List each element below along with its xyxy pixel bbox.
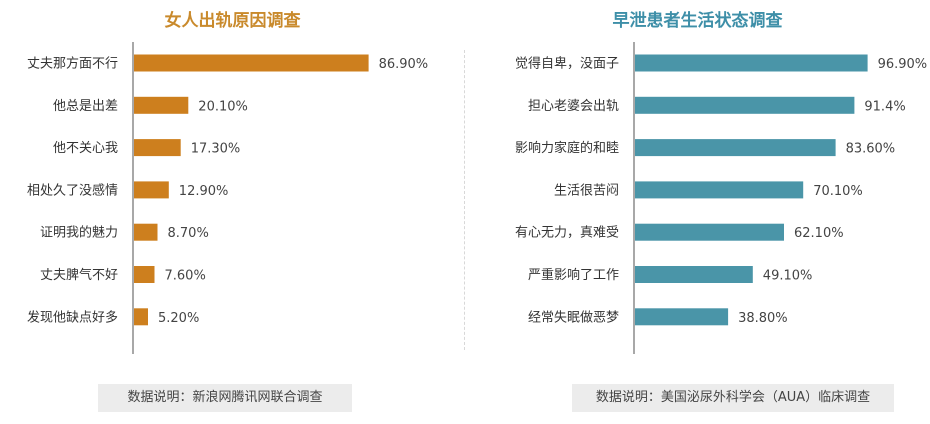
right-value-label: 83.60% [846,142,896,157]
right-bar [635,223,784,241]
left-bar [134,54,369,72]
left-value-label: 86.90% [379,57,429,72]
left-bar [134,96,189,114]
left-value-label: 20.10% [198,99,248,114]
right-category-label: 影响力家庭的和睦 [515,140,619,156]
left-bar [134,181,169,199]
right-bar [635,96,855,114]
left-value-label: 17.30% [191,142,241,157]
right-bar-chart: 觉得自卑，没面子 96.90% 担心老婆会出轨 91.4% 影响力家庭的和睦 83.60%… [515,42,928,354]
left-value-label: 5.20% [158,311,199,326]
right-category-label: 生活很苦闷 [554,182,619,198]
right-bar [635,266,753,283]
right-category-label: 有心无力，真难受 [515,226,619,241]
right-value-label: 91.4% [864,99,905,114]
right-chart-title: 早泄患者生活状态调查 [612,11,783,31]
left-value-label: 12.90% [179,184,229,199]
right-category-label: 经常失眠做恶梦 [528,310,619,325]
left-bar [134,223,158,241]
right-value-label: 62.10% [794,226,844,241]
right-bar [635,54,868,72]
left-bar-chart: 丈夫那方面不行 86.90% 他总是出差 20.10% 他不关心我 17.30% 相处久了没… [27,42,429,354]
right-chart-panel: 早泄患者生活状态调查 觉得自卑，没面子 96.90% 担心老婆会出轨 91.4% 影响力… [465,0,930,424]
left-category-label: 丈夫那方面不行 [27,56,118,72]
right-value-label: 70.10% [813,184,863,199]
panel-divider [464,50,465,350]
left-chart-panel: 女人出轨原因调查 丈夫那方面不行 86.90% 他总是出差 20.10% 他不关心我 17… [27,11,429,354]
right-data-source-note: 数据说明：美国泌尿外科学会（AUA）临床调查 [572,384,894,412]
left-data-source-note: 数据说明：新浪网腾讯网联合调查 [98,384,352,412]
left-category-label: 发现他缺点好多 [27,309,118,325]
left-chart-title: 女人出轨原因调查 [164,11,301,31]
right-bar [635,181,804,199]
right-category-label: 担心老婆会出轨 [528,99,619,114]
left-category-label: 他不关心我 [53,141,118,156]
right-bar [635,139,836,157]
right-value-label: 96.90% [878,57,928,72]
left-value-label: 7.60% [165,269,206,284]
left-category-label: 丈夫脾气不好 [40,267,118,283]
left-category-label: 相处久了没感情 [27,182,118,198]
right-category-label: 严重影响了工作 [528,267,619,283]
left-bar [134,266,155,283]
left-bar [134,308,148,326]
left-category-label: 证明我的魅力 [40,225,118,241]
right-category-label: 觉得自卑，没面子 [515,56,619,72]
right-bar [635,308,729,326]
right-value-label: 49.10% [763,269,813,284]
left-value-label: 8.70% [168,226,209,241]
left-bar [134,139,181,157]
right-value-label: 38.80% [738,311,788,326]
left-category-label: 他总是出差 [53,99,118,114]
